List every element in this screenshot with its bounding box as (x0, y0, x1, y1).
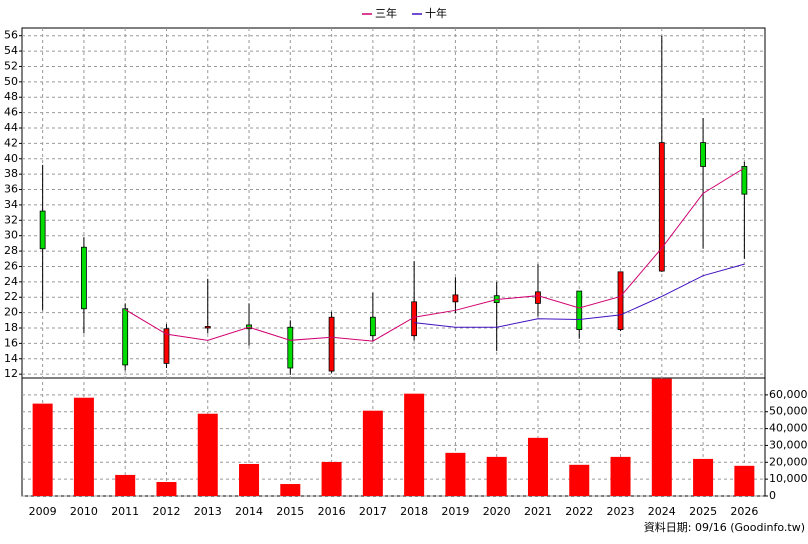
volume-bar (73, 397, 94, 496)
candle-body (369, 316, 376, 337)
plot-frame (21, 27, 766, 497)
y-tick-label: 36 (4, 183, 18, 196)
ma-line (124, 167, 745, 342)
x-tick-label: 2026 (730, 505, 758, 518)
y-tick-label: 34 (4, 198, 18, 211)
ma-line (414, 263, 745, 328)
y-tick-label: 16 (4, 336, 18, 349)
x-tick-label: 2022 (565, 505, 593, 518)
candle-body (122, 308, 129, 366)
x-tick-label: 2015 (276, 505, 304, 518)
y-tick-label: 54 (4, 44, 18, 57)
volume-bar (445, 452, 466, 496)
volume-tick-label: 60,000 (769, 388, 808, 401)
x-tick-label: 2023 (607, 505, 635, 518)
candle-body (617, 271, 624, 330)
legend-label: 十年 (425, 6, 447, 20)
volume-bar (321, 461, 342, 496)
candle-body (287, 326, 294, 369)
y-tick-label: 20 (4, 306, 18, 319)
volume-bar (734, 465, 755, 496)
candle-body (328, 316, 335, 372)
candle-body (163, 328, 170, 364)
legend-label: 三年 (375, 6, 397, 20)
volume-tick-label: 0 (769, 489, 776, 502)
volume-bar (156, 482, 177, 496)
x-tick-label: 2019 (441, 505, 469, 518)
candle-body (741, 166, 748, 195)
candle-body (81, 246, 87, 310)
y-tick-label: 26 (4, 259, 18, 272)
y-tick-label: 38 (4, 167, 18, 180)
y-tick-label: 28 (4, 244, 18, 257)
candle-body (576, 290, 583, 330)
y-tick-label: 24 (4, 275, 18, 288)
y-tick-label: 12 (4, 367, 18, 380)
volume-bar (239, 463, 260, 496)
x-tick-label: 2012 (152, 505, 180, 518)
y-tick-label: 30 (4, 229, 18, 242)
y-tick-label: 46 (4, 106, 18, 119)
y-tick-label: 50 (4, 75, 18, 88)
candle-body (535, 291, 541, 304)
y-tick-label: 18 (4, 321, 18, 334)
y-tick-label: 56 (4, 29, 18, 42)
volume-bar (404, 393, 425, 496)
x-tick-label: 2013 (194, 505, 222, 518)
x-tick-label: 2014 (235, 505, 263, 518)
x-tick-label: 2010 (70, 505, 98, 518)
volume-tick-label: 10,000 (769, 472, 808, 485)
volume-tick-label: 50,000 (769, 405, 808, 418)
x-tick-label: 2024 (648, 505, 676, 518)
candle-body (452, 294, 459, 303)
x-tick-label: 2011 (111, 505, 139, 518)
volume-tick-label: 30,000 (769, 438, 808, 451)
x-tick-label: 2018 (400, 505, 428, 518)
candle-body (658, 142, 665, 272)
candle-body (39, 210, 46, 250)
volume-bar (115, 474, 136, 496)
volume-bar (569, 464, 590, 496)
y-tick-label: 48 (4, 90, 18, 103)
volume-bar (280, 484, 301, 496)
x-tick-label: 2017 (359, 505, 387, 518)
x-tick-label: 2016 (318, 505, 346, 518)
y-tick-label: 32 (4, 213, 18, 226)
volume-bar (610, 456, 631, 496)
volume-tick-label: 40,000 (769, 422, 808, 435)
x-tick-label: 2021 (524, 505, 552, 518)
volume-bar (527, 437, 548, 496)
volume-bar (486, 456, 507, 496)
y-tick-label: 42 (4, 136, 18, 149)
volume-bar (32, 403, 53, 496)
volume-bar (651, 378, 672, 496)
volume-bar (197, 413, 218, 496)
y-tick-label: 44 (4, 121, 18, 134)
x-tick-label: 2025 (689, 505, 717, 518)
y-tick-label: 52 (4, 59, 18, 72)
y-tick-label: 22 (4, 290, 18, 303)
volume-bar (362, 410, 383, 496)
y-tick-label: 14 (4, 352, 18, 365)
candle-body (204, 326, 211, 329)
y-tick-label: 40 (4, 152, 18, 165)
candle-body (700, 142, 706, 167)
x-tick-label: 2020 (483, 505, 511, 518)
volume-tick-label: 20,000 (769, 455, 808, 468)
x-tick-label: 2009 (29, 505, 57, 518)
volume-bar (693, 458, 714, 496)
source-note: 資料日期: 09/16 (Goodinfo.tw) (644, 520, 805, 534)
